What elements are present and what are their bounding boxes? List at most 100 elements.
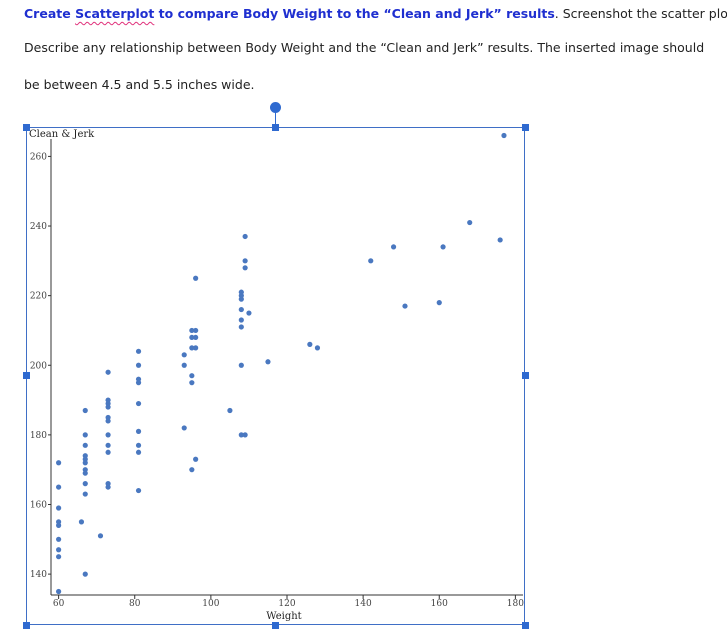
x-tick-label: 80 (129, 599, 141, 609)
data-point (56, 588, 62, 595)
data-point (82, 453, 88, 459)
data-point (242, 432, 248, 438)
data-point (390, 244, 397, 250)
y-tick-label: 240 (30, 222, 47, 232)
data-point (238, 432, 244, 438)
data-point (82, 481, 88, 487)
data-point (105, 432, 111, 438)
data-point (56, 484, 62, 490)
data-point (402, 303, 408, 309)
data-point (135, 428, 142, 434)
data-point (436, 300, 442, 306)
data-point (238, 289, 244, 295)
x-tick-label: 140 (355, 599, 372, 609)
rotation-handle-stem (275, 110, 276, 127)
data-point (82, 571, 88, 577)
instruction-rest: . Screenshot the scatter plot. (554, 6, 727, 21)
data-point (135, 362, 142, 368)
data-point (56, 460, 62, 466)
y-tick-label: 160 (30, 500, 47, 510)
y-tick-label: 220 (30, 292, 47, 302)
image-selection-frame[interactable] (26, 127, 525, 625)
data-point (314, 345, 321, 351)
data-point (368, 258, 374, 264)
data-point (82, 442, 88, 448)
data-point (193, 327, 199, 334)
data-point (238, 324, 244, 330)
instruction-bold-rest: to compare Body Weight to the “Clean and… (154, 6, 555, 21)
data-point (82, 467, 88, 473)
y-axis-title: Clean & Jerk (29, 129, 95, 140)
y-tick-label: 200 (30, 361, 47, 371)
x-tick-label: 120 (278, 599, 295, 609)
data-point (246, 310, 252, 316)
data-point (181, 425, 187, 431)
data-point (105, 414, 111, 421)
instruction-bold-prefix: Create (24, 6, 76, 21)
data-point (135, 449, 142, 455)
rotation-handle[interactable] (270, 102, 281, 113)
y-tick-label: 180 (30, 431, 47, 441)
resize-handle-top-left[interactable] (23, 124, 30, 131)
data-point (105, 442, 111, 448)
data-point (193, 456, 199, 462)
data-point (193, 334, 199, 341)
data-point (56, 519, 62, 525)
data-point (242, 265, 248, 271)
x-tick-label: 100 (202, 599, 219, 609)
instruction-line-3: be between 4.5 and 5.5 inches wide. (24, 77, 255, 92)
resize-handle-right[interactable] (522, 372, 529, 379)
data-point (189, 373, 195, 379)
data-point (56, 554, 62, 560)
data-point (56, 536, 62, 542)
data-point (440, 244, 446, 250)
y-tick-label: 140 (30, 570, 47, 580)
data-point (56, 547, 62, 553)
data-point (82, 407, 88, 414)
x-axis-title: Weight (266, 611, 301, 622)
x-tick-label: 180 (507, 599, 524, 609)
data-point (82, 491, 88, 497)
y-tick-label: 260 (30, 152, 47, 162)
data-point (135, 442, 142, 448)
resize-handle-bottom[interactable] (272, 622, 279, 629)
resize-handle-bottom-left[interactable] (23, 622, 30, 629)
data-point (97, 533, 104, 539)
data-point (467, 219, 473, 226)
data-point (135, 348, 142, 354)
data-point (181, 352, 187, 358)
data-point (238, 317, 244, 323)
resize-handle-top-right[interactable] (522, 124, 529, 131)
data-point (501, 132, 507, 139)
data-point (105, 481, 111, 487)
instruction-line-2: Describe any relationship between Body W… (24, 40, 705, 55)
data-point (105, 369, 111, 375)
resize-handle-left[interactable] (23, 372, 30, 379)
data-point (193, 345, 199, 351)
data-point (135, 376, 142, 382)
data-point (242, 258, 248, 264)
data-point (56, 505, 62, 511)
data-point (78, 519, 85, 525)
data-point (181, 362, 187, 368)
data-point (189, 334, 195, 341)
data-point (82, 432, 88, 438)
resize-handle-top[interactable] (272, 124, 279, 131)
instruction-bold-misspelled-word: Scatterplot (75, 6, 155, 21)
data-point (238, 362, 244, 368)
data-point (227, 407, 233, 414)
data-point (193, 275, 199, 281)
data-point (497, 237, 503, 243)
data-point (265, 359, 271, 365)
scatter-chart: 140 160 180 200 220 240 260 60 80 100 120 140 160 180… (29, 129, 524, 622)
data-point (189, 467, 195, 473)
data-point (307, 341, 313, 347)
data-point (189, 345, 195, 351)
x-tick-label: 60 (53, 599, 65, 609)
data-point (135, 487, 142, 494)
plot-layer: 140 160 180 200 220 240 260 60 80 100 120 140 160 180 (30, 132, 524, 609)
data-point (242, 233, 248, 240)
instruction-line-1: Create Scatterplot to compare Body Weigh… (24, 6, 727, 21)
resize-handle-bottom-right[interactable] (522, 622, 529, 629)
data-point (105, 397, 111, 403)
